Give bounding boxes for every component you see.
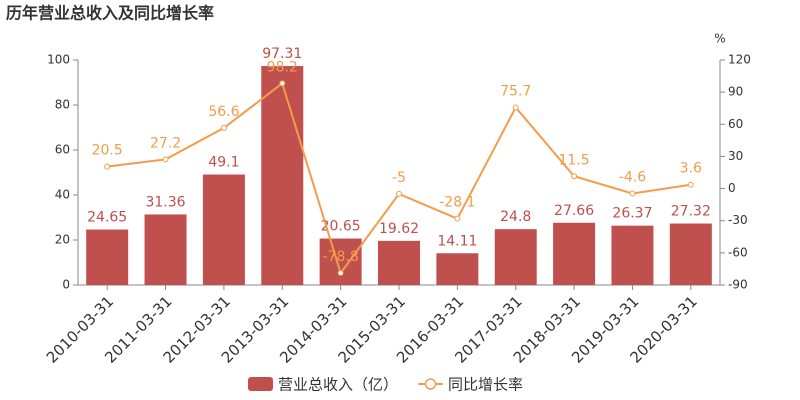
line-value-label: -4.6 [619,170,646,186]
line-value-label: 27.2 [150,135,181,151]
bar-value-label: 31.36 [145,194,185,210]
bar-value-label: 97.31 [262,46,302,62]
legend-label: 同比增长率 [448,376,523,394]
y-tick-label: 20 [55,233,70,247]
y-tick-label: 60 [55,143,70,157]
y2-tick-label: 30 [728,149,743,163]
bar-value-label: 49.1 [208,155,239,171]
bar-value-label: 20.65 [321,219,361,235]
y2-unit: % [714,32,725,46]
y-tick-label: 0 [62,278,70,292]
bar [319,238,362,285]
line-value-label: -5 [392,170,406,186]
y-tick-label: 80 [55,98,70,112]
bar [494,229,537,285]
bar-value-label: 26.37 [612,206,652,222]
y2-tick-label: -60 [728,245,748,259]
y-tick-label: 40 [55,188,70,202]
line-value-label: 98.2 [267,59,298,75]
line-point [279,80,286,87]
bar [261,66,304,286]
line-point [571,173,578,180]
y2-tick-label: 60 [728,117,743,131]
bar-value-label: 14.11 [437,233,477,249]
y-tick-label: 100 [47,53,70,67]
y2-tick-label: 90 [728,85,743,99]
bar [378,240,420,285]
y2-tick-label: -90 [728,278,748,292]
line-point [104,163,111,170]
y2-tick-label: 120 [728,53,751,67]
line-value-label: 3.6 [680,161,702,177]
line-point [162,156,169,163]
bar-value-label: 19.62 [379,221,419,237]
line-value-label: -28.1 [439,195,475,211]
bar [669,223,712,285]
line-value-label: 20.5 [92,143,123,159]
line-point [220,124,227,131]
legend-label: 营业总收入（亿） [278,376,398,394]
line-point [337,270,344,276]
line-point [454,215,461,222]
bar [144,214,187,285]
bar-value-label: 24.65 [87,210,127,226]
bar [553,222,596,285]
line-point [687,181,694,188]
bar [611,225,654,285]
line-point [629,190,636,197]
line-value-label: -78.8 [323,249,359,265]
bar-value-label: 27.32 [671,204,711,220]
line-value-label: 11.5 [559,152,590,168]
legend-swatch [424,378,437,390]
line-value-label: 75.7 [500,83,531,99]
bar [436,253,479,285]
line-point [396,190,402,197]
bar-value-label: 24.8 [500,209,531,225]
y2-tick-label: 0 [728,181,736,195]
line-value-label: 56.6 [208,104,239,120]
bar [86,229,129,285]
line-point [512,104,519,111]
legend-swatch [248,377,273,391]
chart-title: 历年营业总收入及同比增长率 [6,4,214,23]
bar [202,174,245,285]
y2-tick-label: -30 [728,213,748,227]
bar-value-label: 27.66 [554,203,594,219]
